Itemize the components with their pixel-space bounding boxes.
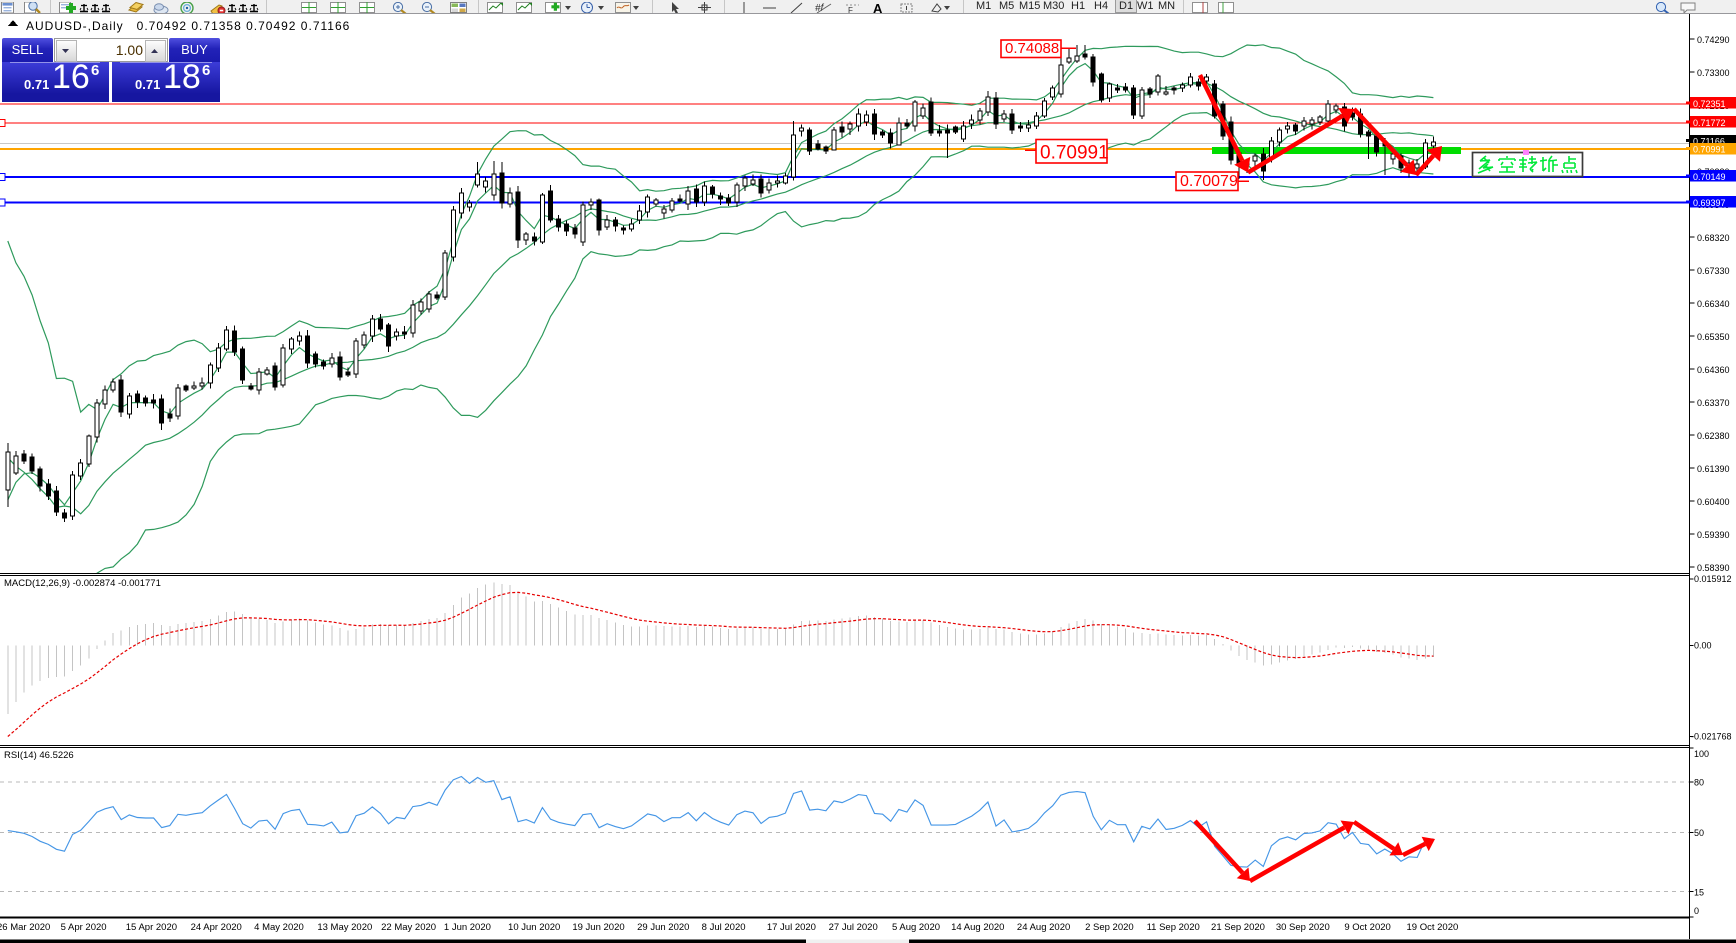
svg-text:26 Mar 2020: 26 Mar 2020 (0, 922, 50, 933)
svg-text:0.70991: 0.70991 (1693, 145, 1726, 155)
svg-text:8 Jul 2020: 8 Jul 2020 (702, 922, 746, 933)
svg-text:0.69397: 0.69397 (1693, 198, 1726, 208)
svg-text:0.64360: 0.64360 (1697, 365, 1730, 375)
svg-text:100: 100 (1694, 749, 1709, 759)
svg-text:30 Sep 2020: 30 Sep 2020 (1276, 922, 1330, 933)
svg-text:0.66340: 0.66340 (1697, 299, 1730, 309)
svg-text:0.60400: 0.60400 (1697, 497, 1730, 507)
svg-text:80: 80 (1694, 778, 1704, 788)
svg-text:2 Sep 2020: 2 Sep 2020 (1085, 922, 1134, 933)
svg-text:27 Jul 2020: 27 Jul 2020 (829, 922, 878, 933)
svg-text:0.70991: 0.70991 (1040, 143, 1109, 164)
svg-text:-0.021768: -0.021768 (1691, 732, 1732, 742)
svg-text:21 Sep 2020: 21 Sep 2020 (1211, 922, 1265, 933)
svg-text:5 Aug 2020: 5 Aug 2020 (892, 922, 940, 933)
svg-text:15 Apr 2020: 15 Apr 2020 (126, 922, 177, 933)
svg-text:19 Oct 2020: 19 Oct 2020 (1407, 922, 1459, 933)
svg-text:5 Apr 2020: 5 Apr 2020 (61, 922, 107, 933)
svg-text:0.70079: 0.70079 (1180, 173, 1238, 190)
svg-text:0.71772: 0.71772 (1693, 118, 1726, 128)
svg-text:RSI(14) 46.5226: RSI(14) 46.5226 (4, 750, 74, 761)
svg-text:19 Jun 2020: 19 Jun 2020 (572, 922, 624, 933)
svg-text:0.62380: 0.62380 (1697, 431, 1730, 441)
svg-text:14 Aug 2020: 14 Aug 2020 (951, 922, 1004, 933)
svg-text:#f: #f (815, 3, 825, 14)
svg-text:13 May 2020: 13 May 2020 (317, 922, 372, 933)
svg-text:0.65350: 0.65350 (1697, 332, 1730, 342)
svg-text:15: 15 (1694, 888, 1704, 898)
svg-text:29 Jun 2020: 29 Jun 2020 (637, 922, 689, 933)
svg-text:0.015912: 0.015912 (1694, 574, 1732, 584)
svg-text:AUDUSD-,Daily 0.70492 0.7135: AUDUSD-,Daily 0.70492 0.71358 0.70492 0.… (26, 19, 350, 33)
svg-text:0.74290: 0.74290 (1697, 35, 1730, 45)
svg-text:0.63370: 0.63370 (1697, 398, 1730, 408)
svg-text:22 May 2020: 22 May 2020 (381, 922, 436, 933)
svg-text:0.74088: 0.74088 (1005, 40, 1059, 57)
svg-text:24 Apr 2020: 24 Apr 2020 (191, 922, 242, 933)
svg-text:0.72351: 0.72351 (1693, 99, 1726, 109)
svg-text:0.58390: 0.58390 (1697, 563, 1730, 573)
svg-text:1 Jun 2020: 1 Jun 2020 (444, 922, 491, 933)
svg-text:24 Aug 2020: 24 Aug 2020 (1017, 922, 1070, 933)
svg-text:17 Jul 2020: 17 Jul 2020 (767, 922, 816, 933)
svg-text:11 Sep 2020: 11 Sep 2020 (1147, 922, 1200, 933)
svg-text:0.70149: 0.70149 (1693, 172, 1726, 182)
svg-text:0.68320: 0.68320 (1697, 233, 1730, 243)
svg-text:10 Jun 2020: 10 Jun 2020 (508, 922, 560, 933)
svg-text:0.71166: 0.71166 (1693, 137, 1725, 147)
svg-text:0.00: 0.00 (1694, 641, 1712, 651)
svg-text:4 May 2020: 4 May 2020 (254, 922, 304, 933)
svg-text:0.73300: 0.73300 (1697, 68, 1730, 78)
svg-text:F: F (848, 6, 853, 14)
svg-text:MACD(12,26,9) -0.002874 -0.001: MACD(12,26,9) -0.002874 -0.001771 (4, 578, 161, 589)
svg-text:0.67330: 0.67330 (1697, 266, 1730, 276)
svg-text:0.59390: 0.59390 (1697, 530, 1730, 540)
svg-text:0.61390: 0.61390 (1697, 464, 1730, 474)
svg-text:0: 0 (1694, 906, 1699, 916)
svg-text:9 Oct 2020: 9 Oct 2020 (1344, 922, 1390, 933)
svg-text:50: 50 (1694, 828, 1704, 838)
